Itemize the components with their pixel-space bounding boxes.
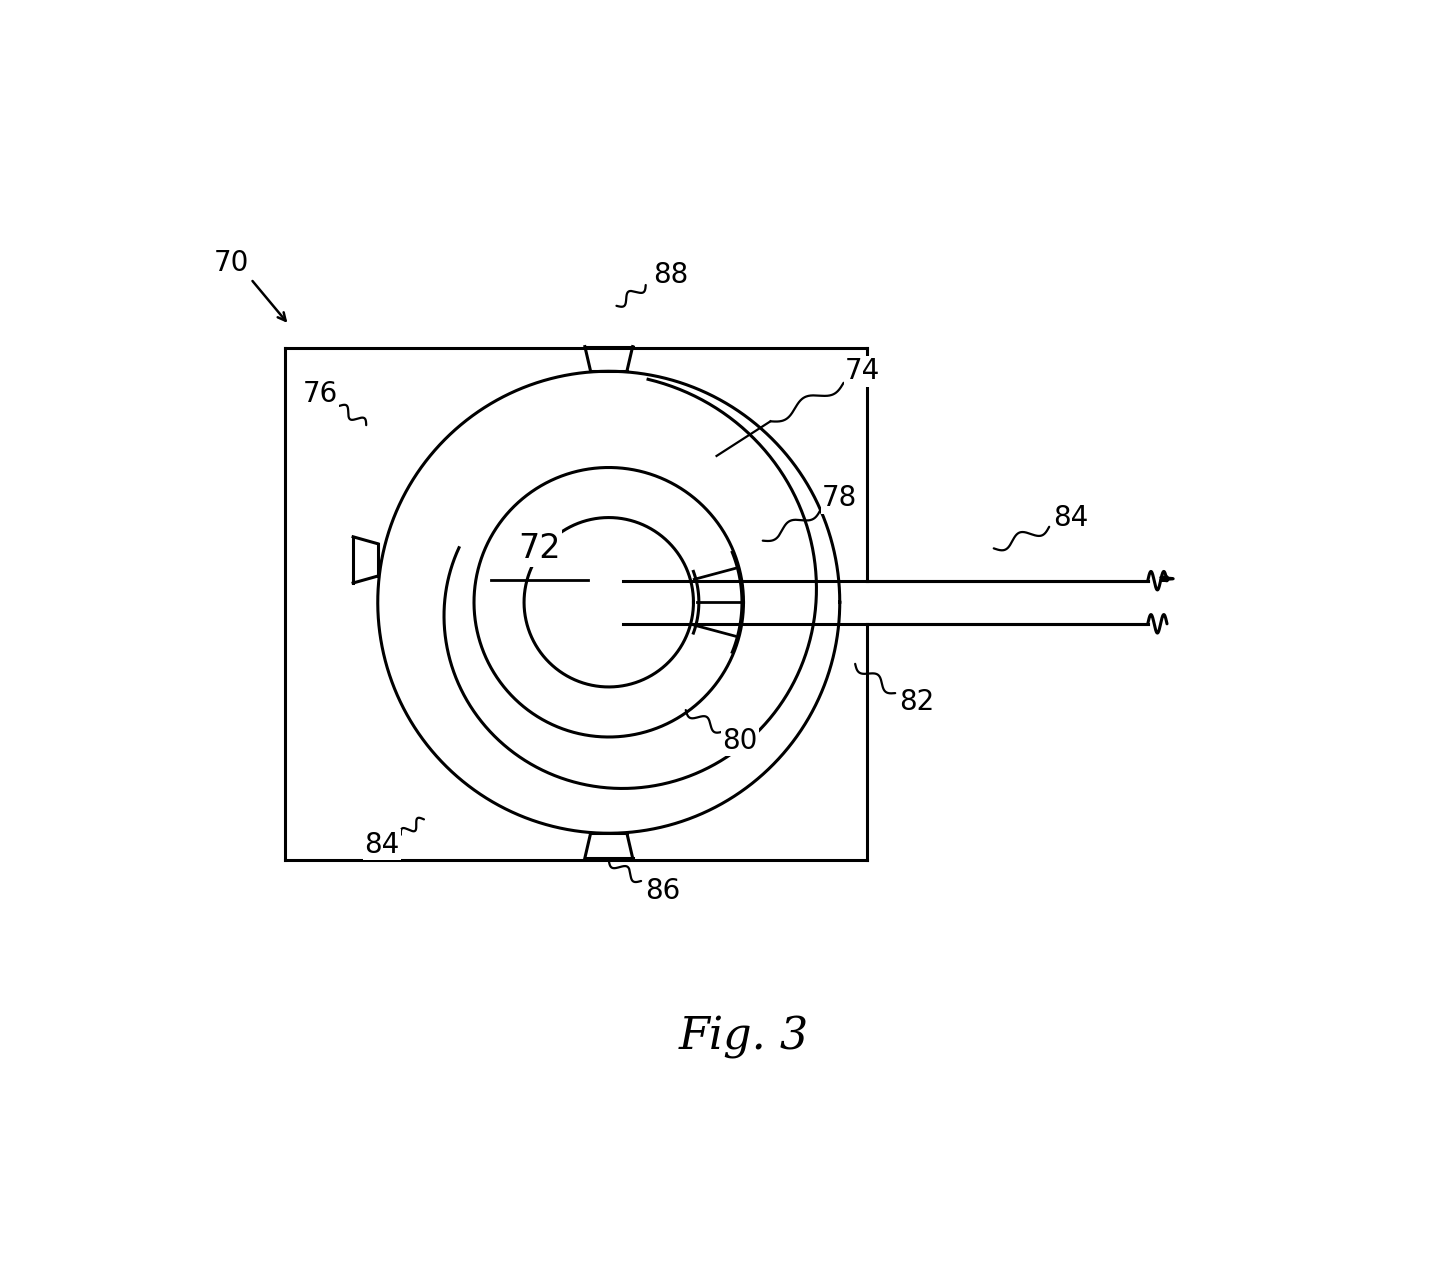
Text: 76: 76 xyxy=(302,381,337,409)
Text: 72: 72 xyxy=(519,531,561,565)
Text: 84: 84 xyxy=(365,831,400,859)
Text: 80: 80 xyxy=(722,727,757,755)
Text: 70: 70 xyxy=(214,249,248,277)
Text: 78: 78 xyxy=(822,484,857,512)
Text: Fig. 3: Fig. 3 xyxy=(679,1016,809,1059)
Text: 82: 82 xyxy=(899,688,934,716)
Text: 74: 74 xyxy=(846,357,881,386)
Text: 88: 88 xyxy=(652,261,687,288)
Text: 86: 86 xyxy=(645,877,680,904)
Text: 84: 84 xyxy=(1053,503,1088,531)
